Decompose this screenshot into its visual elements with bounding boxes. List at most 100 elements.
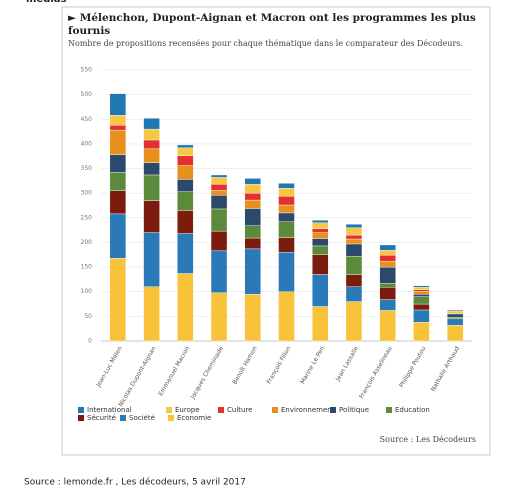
bar-segment: [143, 139, 160, 150]
bar-segment: [244, 178, 261, 185]
bar-segment: [177, 191, 194, 211]
legend-label: Europe: [175, 406, 200, 414]
bar-segment: [210, 208, 228, 232]
chart-source: Source : Les Décodeurs: [380, 435, 476, 444]
bar-segment: [413, 289, 430, 292]
y-tick-label: 250: [81, 214, 93, 221]
y-tick-label: 500: [81, 91, 93, 98]
bar-segment: [210, 190, 228, 196]
bar-segment: [379, 255, 396, 262]
bar-segment: [345, 256, 363, 275]
bar-segment: [413, 291, 430, 295]
bar-segment: [109, 213, 127, 259]
bar-segment: [143, 162, 160, 176]
bar-segment: [446, 313, 464, 318]
bar-segment: [244, 248, 261, 295]
bar-segment: [177, 210, 194, 234]
bar-segment: [143, 128, 160, 141]
bar-segment: [244, 237, 261, 250]
legend-label: Société: [129, 414, 155, 422]
card: [61, 6, 491, 456]
bar-segment: [244, 199, 261, 209]
bar-segment: [413, 287, 430, 290]
bar-segment: [143, 148, 160, 163]
bar-segment: [379, 244, 396, 251]
legend-swatch: [78, 407, 84, 413]
bar-segment: [278, 291, 295, 342]
bar-segment: [109, 190, 127, 215]
bar-segment: [413, 303, 430, 311]
bar-segment: [177, 179, 194, 192]
y-tick-label: 150: [81, 264, 93, 271]
bar-segment: [278, 183, 295, 189]
bar-segment: [413, 293, 430, 297]
legend-swatch: [168, 415, 174, 421]
bar-segment: [278, 212, 295, 222]
bar-segment: [177, 144, 194, 149]
legend-label: Sécurité: [87, 414, 116, 422]
subtitle-box: Nombre de propositions recensées pour ch…: [68, 39, 463, 48]
legend-swatch: [120, 415, 126, 421]
bar-segment: [345, 234, 363, 240]
bar-segment: [312, 232, 329, 239]
page-source: Source : lemonde.fr , Les décodeurs, 5 a…: [24, 477, 246, 488]
y-tick-label: 0: [88, 338, 92, 345]
bar-segment: [177, 233, 194, 274]
y-tick-label: 100: [81, 288, 93, 295]
bar-segment: [379, 250, 396, 256]
chart-title-2: fournis: [68, 25, 110, 37]
bar-segment: [109, 258, 127, 342]
bar-segment: [244, 192, 261, 201]
legend-label: Politique: [339, 406, 369, 414]
legend-label: International: [87, 406, 132, 414]
legend-label: Culture: [227, 406, 252, 414]
bar-segment: [244, 225, 261, 239]
y-tick-label: 350: [81, 165, 93, 172]
bar-segment: [312, 222, 329, 229]
bar-segment: [143, 200, 160, 233]
y-tick-label: 50: [84, 313, 92, 320]
bar-segment: [312, 228, 329, 233]
bar-segment: [278, 237, 295, 253]
bar-segment: [109, 115, 127, 126]
bar-segment: [210, 177, 228, 185]
bar-segment: [345, 274, 363, 287]
bar-segment: [379, 260, 396, 268]
subtitle: Nombre de propositions recensées pour ch…: [68, 39, 463, 48]
bar-segment: [210, 174, 228, 178]
bar-segment: [210, 184, 228, 191]
bar-segment: [210, 194, 228, 210]
legend-swatch: [272, 407, 278, 413]
bar-segment: [177, 155, 194, 166]
bar-segment: [446, 309, 464, 312]
bar-segment: [379, 283, 396, 288]
top-text: medias: [26, 0, 67, 5]
bar-segment: [379, 299, 396, 311]
legend-label: Education: [395, 406, 430, 414]
bar-segment: [143, 118, 160, 130]
bar-segment: [312, 238, 329, 247]
bar-segment: [379, 266, 396, 284]
legend-swatch: [218, 407, 224, 413]
bar-segment: [446, 325, 464, 342]
bar-segment: [413, 285, 430, 288]
bar-segment: [413, 322, 430, 342]
bar-segment: [143, 286, 160, 342]
bar-segment: [109, 124, 127, 131]
legend-swatch: [386, 407, 392, 413]
bar-segment: [109, 129, 127, 155]
bar-segment: [278, 195, 295, 206]
bar-segment: [210, 292, 228, 342]
bar-segment: [312, 274, 329, 307]
bar-segment: [345, 227, 363, 236]
bar-segment: [413, 309, 430, 323]
bar-segment: [345, 238, 363, 245]
bar-segment: [446, 317, 464, 320]
bar-segment: [379, 287, 396, 300]
bar-segment: [143, 174, 160, 201]
y-tick-label: 450: [81, 116, 93, 123]
bar-segment: [345, 243, 363, 257]
bar-segment: [345, 301, 363, 342]
